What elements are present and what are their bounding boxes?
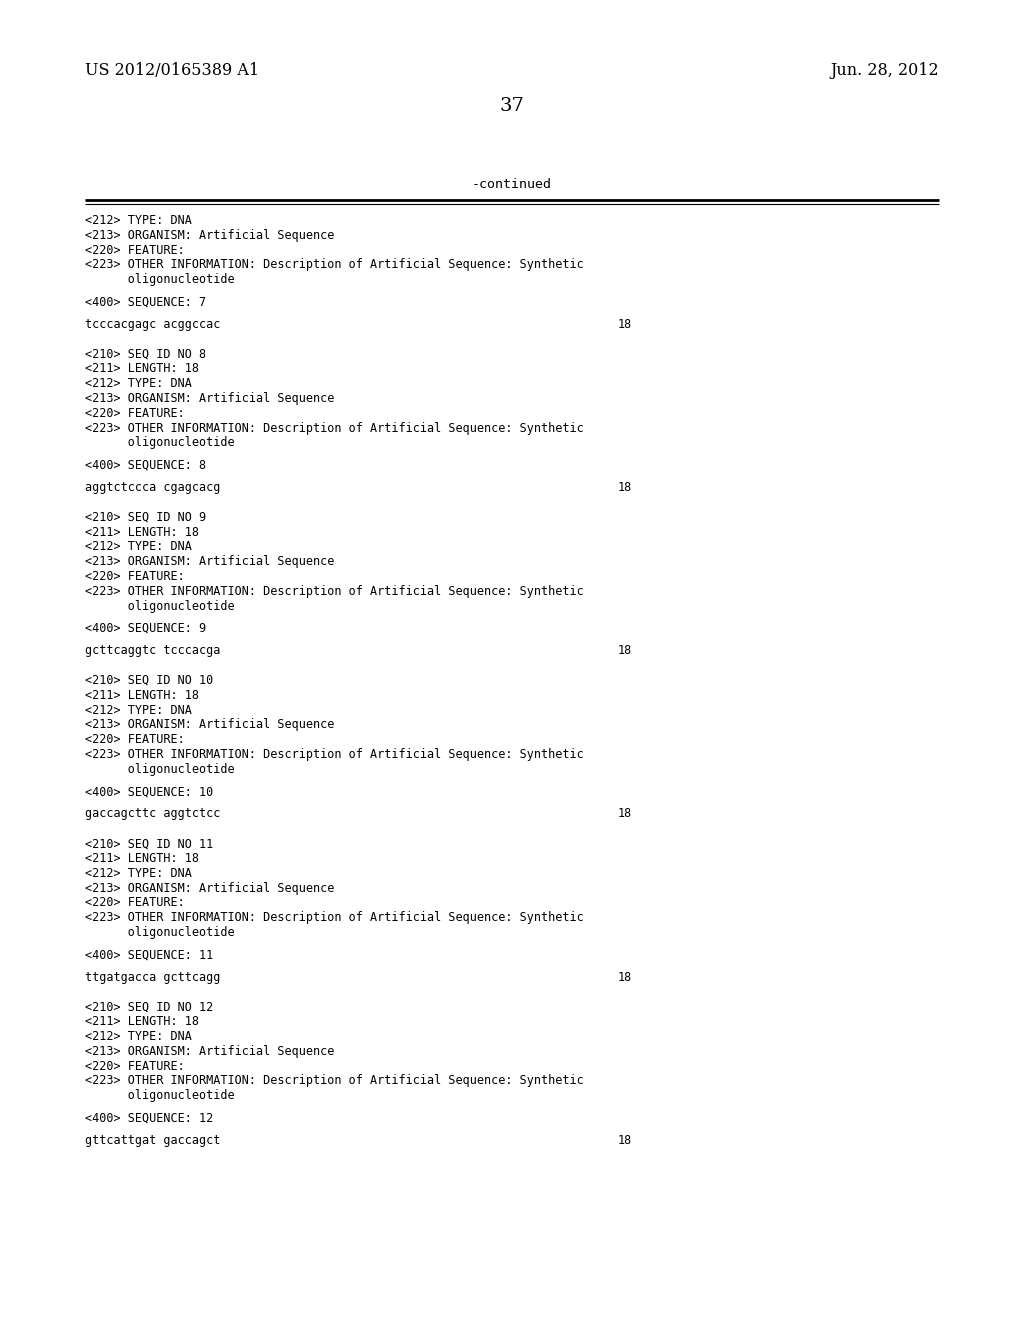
Text: <223> OTHER INFORMATION: Description of Artificial Sequence: Synthetic: <223> OTHER INFORMATION: Description of … <box>85 421 584 434</box>
Text: tcccacgagc acggccac: tcccacgagc acggccac <box>85 318 220 331</box>
Text: <212> TYPE: DNA: <212> TYPE: DNA <box>85 540 191 553</box>
Text: <212> TYPE: DNA: <212> TYPE: DNA <box>85 214 191 227</box>
Text: <220> FEATURE:: <220> FEATURE: <box>85 733 184 746</box>
Text: <213> ORGANISM: Artificial Sequence: <213> ORGANISM: Artificial Sequence <box>85 228 335 242</box>
Text: <211> LENGTH: 18: <211> LENGTH: 18 <box>85 363 199 375</box>
Text: oligonucleotide: oligonucleotide <box>85 273 234 286</box>
Text: <213> ORGANISM: Artificial Sequence: <213> ORGANISM: Artificial Sequence <box>85 718 335 731</box>
Text: <220> FEATURE:: <220> FEATURE: <box>85 896 184 909</box>
Text: <212> TYPE: DNA: <212> TYPE: DNA <box>85 378 191 391</box>
Text: <220> FEATURE:: <220> FEATURE: <box>85 407 184 420</box>
Text: oligonucleotide: oligonucleotide <box>85 927 234 939</box>
Text: <223> OTHER INFORMATION: Description of Artificial Sequence: Synthetic: <223> OTHER INFORMATION: Description of … <box>85 1074 584 1088</box>
Text: oligonucleotide: oligonucleotide <box>85 437 234 449</box>
Text: <211> LENGTH: 18: <211> LENGTH: 18 <box>85 525 199 539</box>
Text: gcttcaggtc tcccacga: gcttcaggtc tcccacga <box>85 644 220 657</box>
Text: <223> OTHER INFORMATION: Description of Artificial Sequence: Synthetic: <223> OTHER INFORMATION: Description of … <box>85 259 584 272</box>
Text: gaccagcttc aggtctcc: gaccagcttc aggtctcc <box>85 808 220 821</box>
Text: 18: 18 <box>618 644 632 657</box>
Text: 18: 18 <box>618 480 632 494</box>
Text: <223> OTHER INFORMATION: Description of Artificial Sequence: Synthetic: <223> OTHER INFORMATION: Description of … <box>85 585 584 598</box>
Text: <210> SEQ ID NO 11: <210> SEQ ID NO 11 <box>85 837 213 850</box>
Text: <400> SEQUENCE: 9: <400> SEQUENCE: 9 <box>85 622 206 635</box>
Text: US 2012/0165389 A1: US 2012/0165389 A1 <box>85 62 259 79</box>
Text: <223> OTHER INFORMATION: Description of Artificial Sequence: Synthetic: <223> OTHER INFORMATION: Description of … <box>85 748 584 762</box>
Text: aggtctccca cgagcacg: aggtctccca cgagcacg <box>85 480 220 494</box>
Text: Jun. 28, 2012: Jun. 28, 2012 <box>830 62 939 79</box>
Text: <210> SEQ ID NO 10: <210> SEQ ID NO 10 <box>85 675 213 686</box>
Text: 18: 18 <box>618 808 632 821</box>
Text: 18: 18 <box>618 970 632 983</box>
Text: <211> LENGTH: 18: <211> LENGTH: 18 <box>85 851 199 865</box>
Text: <212> TYPE: DNA: <212> TYPE: DNA <box>85 1030 191 1043</box>
Text: <211> LENGTH: 18: <211> LENGTH: 18 <box>85 689 199 702</box>
Text: ttgatgacca gcttcagg: ttgatgacca gcttcagg <box>85 970 220 983</box>
Text: <213> ORGANISM: Artificial Sequence: <213> ORGANISM: Artificial Sequence <box>85 882 335 895</box>
Text: <223> OTHER INFORMATION: Description of Artificial Sequence: Synthetic: <223> OTHER INFORMATION: Description of … <box>85 911 584 924</box>
Text: <220> FEATURE:: <220> FEATURE: <box>85 244 184 256</box>
Text: <220> FEATURE:: <220> FEATURE: <box>85 570 184 583</box>
Text: <400> SEQUENCE: 8: <400> SEQUENCE: 8 <box>85 459 206 471</box>
Text: <213> ORGANISM: Artificial Sequence: <213> ORGANISM: Artificial Sequence <box>85 556 335 568</box>
Text: <210> SEQ ID NO 8: <210> SEQ ID NO 8 <box>85 347 206 360</box>
Text: 37: 37 <box>500 96 524 115</box>
Text: <212> TYPE: DNA: <212> TYPE: DNA <box>85 704 191 717</box>
Text: oligonucleotide: oligonucleotide <box>85 763 234 776</box>
Text: gttcattgat gaccagct: gttcattgat gaccagct <box>85 1134 220 1147</box>
Text: <210> SEQ ID NO 9: <210> SEQ ID NO 9 <box>85 511 206 524</box>
Text: <220> FEATURE:: <220> FEATURE: <box>85 1060 184 1073</box>
Text: oligonucleotide: oligonucleotide <box>85 599 234 612</box>
Text: oligonucleotide: oligonucleotide <box>85 1089 234 1102</box>
Text: <213> ORGANISM: Artificial Sequence: <213> ORGANISM: Artificial Sequence <box>85 1045 335 1057</box>
Text: <212> TYPE: DNA: <212> TYPE: DNA <box>85 867 191 880</box>
Text: <400> SEQUENCE: 12: <400> SEQUENCE: 12 <box>85 1111 213 1125</box>
Text: <213> ORGANISM: Artificial Sequence: <213> ORGANISM: Artificial Sequence <box>85 392 335 405</box>
Text: -continued: -continued <box>472 178 552 191</box>
Text: <400> SEQUENCE: 7: <400> SEQUENCE: 7 <box>85 296 206 309</box>
Text: 18: 18 <box>618 1134 632 1147</box>
Text: <400> SEQUENCE: 10: <400> SEQUENCE: 10 <box>85 785 213 799</box>
Text: <211> LENGTH: 18: <211> LENGTH: 18 <box>85 1015 199 1028</box>
Text: 18: 18 <box>618 318 632 331</box>
Text: <210> SEQ ID NO 12: <210> SEQ ID NO 12 <box>85 1001 213 1014</box>
Text: <400> SEQUENCE: 11: <400> SEQUENCE: 11 <box>85 948 213 961</box>
